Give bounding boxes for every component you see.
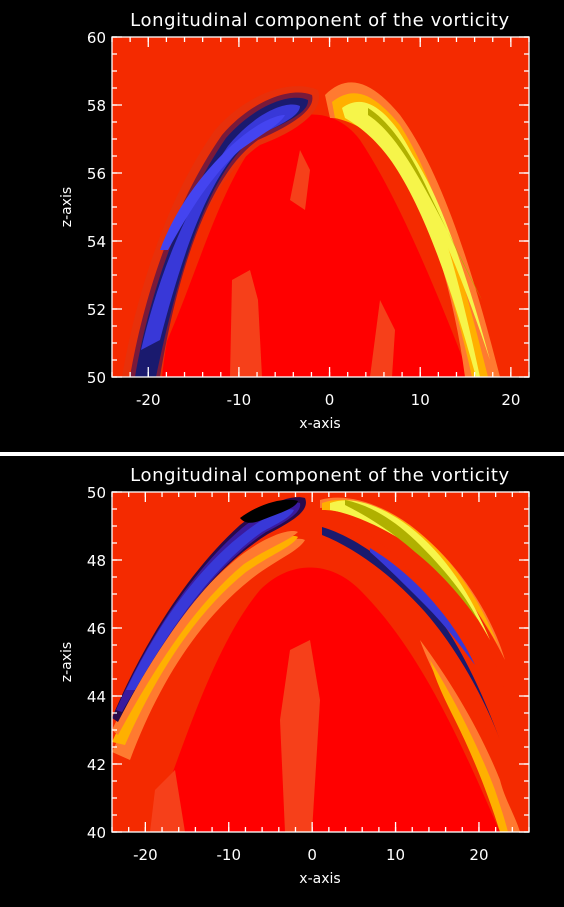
y-tick-label: 46 [87,620,106,638]
red-region [150,567,500,832]
x-tick-label: 20 [501,391,520,409]
x-axis-label-1: x-axis [299,416,340,432]
orange-pocket [370,300,395,377]
panel-2-title: Longitudinal component of the vorticity [130,465,510,486]
x-tick-label: 0 [307,846,317,864]
y-tick-label: 50 [87,369,106,387]
y-axis-label-1: z-axis [59,187,75,227]
x-axis-2: -20 -10 0 10 20 [111,492,530,864]
panel-separator [0,452,564,456]
negative-vortex [112,497,306,760]
y-axis-2: 40 42 44 46 48 50 [87,484,529,842]
contour-plot-1 [112,37,529,377]
x-tick-label: -20 [133,846,158,864]
y-tick-label: 40 [87,824,106,842]
x-tick-label: 20 [469,846,488,864]
contour-plot-2 [112,492,529,832]
positive-vortex [318,494,529,832]
positive-vortex [325,82,500,377]
x-axis-1: -20 -10 0 10 20 [111,37,530,409]
y-tick-label: 54 [87,233,106,251]
red-region-left [190,250,240,377]
orange-pocket [290,150,310,210]
x-tick-label: -20 [136,391,161,409]
panel-1: Longitudinal component of the vorticity [59,10,530,432]
y-tick-label: 56 [87,165,106,183]
panel-1-title: Longitudinal component of the vorticity [130,10,510,31]
orange-pocket [230,270,262,377]
negative-vortex [122,86,320,377]
y-tick-label: 50 [87,484,106,502]
y-tick-label: 60 [87,29,106,47]
y-tick-label: 42 [87,756,106,774]
x-tick-label: -10 [217,846,242,864]
x-tick-label: 0 [325,391,335,409]
x-tick-label: 10 [411,391,430,409]
y-tick-label: 48 [87,552,106,570]
y-axis-1: 50 52 54 56 58 60 [87,29,529,387]
y-axis-label-2: z-axis [59,642,75,682]
x-axis-label-2: x-axis [299,871,340,887]
y-tick-label: 52 [87,301,106,319]
orange-pocket [150,770,185,832]
x-tick-label: -10 [227,391,252,409]
orange-pocket [280,640,320,832]
y-tick-label: 44 [87,688,106,706]
x-tick-label: 10 [386,846,405,864]
panel-2: Longitudinal component of the vorticity [59,465,530,887]
y-tick-label: 58 [87,97,106,115]
